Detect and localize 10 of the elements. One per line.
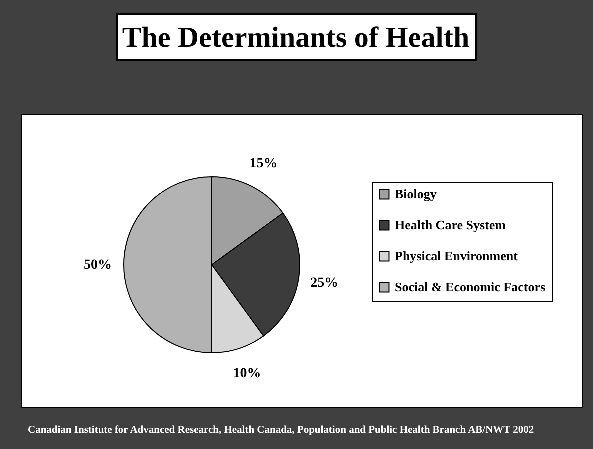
data-label: 10% bbox=[233, 366, 262, 382]
data-label: 25% bbox=[310, 276, 339, 291]
data-label: 50% bbox=[84, 258, 112, 273]
legend-label: Biology bbox=[395, 186, 438, 202]
legend-label: Social & Economic Factors bbox=[395, 280, 546, 294]
chart-title: The Determinants of Health bbox=[122, 22, 470, 54]
legend-label: Health Care System bbox=[395, 218, 506, 232]
data-label: 15% bbox=[250, 156, 278, 172]
text: Canadian Institute for Advanced Research, Health Canada, Population and Public Health Branch AB/NWT 2002 bbox=[28, 425, 534, 436]
legend-label: Physical Environment bbox=[395, 248, 519, 264]
